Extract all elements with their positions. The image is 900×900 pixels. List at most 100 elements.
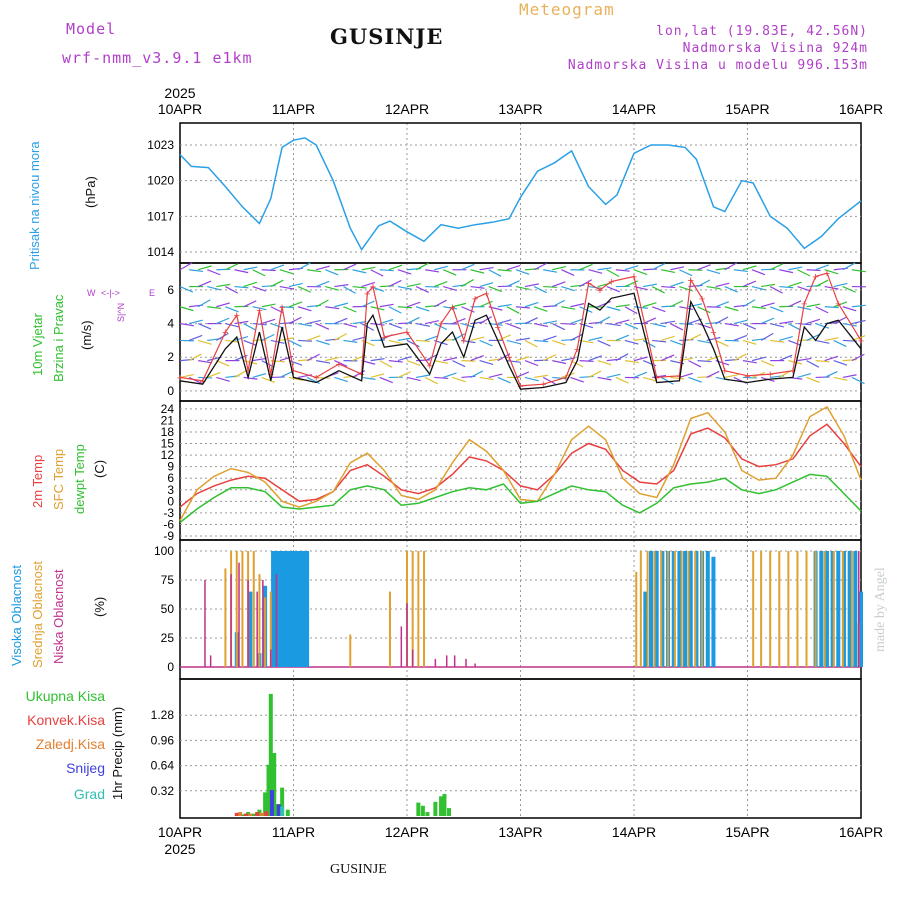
wind-arrow (788, 339, 802, 346)
mid-cloud-bar (235, 551, 238, 667)
wind-arrow (552, 281, 566, 288)
wind-arrow (497, 376, 511, 384)
wind-arrow (642, 283, 657, 288)
wind-arrow (815, 339, 830, 344)
top-date-label: 13APR (498, 101, 542, 117)
wind-arrow (597, 300, 611, 308)
wind-arrow (443, 357, 458, 362)
wind-arrow (270, 264, 285, 271)
precip-total-bar (442, 793, 447, 816)
wind-arrow (524, 317, 538, 325)
high-cloud-bar (836, 551, 841, 667)
high-cloud-bar (277, 551, 282, 667)
wind-gust-marker: + (790, 366, 796, 378)
high-cloud-bar (654, 551, 659, 667)
wind-arrow (334, 376, 348, 383)
wind-arrow (561, 322, 576, 325)
wind-arrow (624, 306, 638, 315)
wind-arrow (397, 371, 411, 378)
wind-arrow (461, 279, 474, 288)
wind-arrow (515, 285, 530, 291)
mid-cloud-bar (264, 597, 267, 667)
wind-arrow (316, 376, 331, 379)
wind-arrow (188, 376, 203, 384)
wind-arrow (797, 306, 812, 311)
wind-arrow (479, 376, 494, 381)
wind-arrow (325, 285, 339, 291)
wind-arrow (652, 339, 667, 343)
wind-arrow (624, 323, 639, 330)
wind-arrow (788, 360, 803, 365)
wind-arrow (288, 301, 303, 308)
wind-arrow (742, 339, 757, 345)
wind-arrow (524, 376, 539, 382)
wind-arrow (361, 300, 375, 308)
wind-gust-marker: + (653, 372, 659, 384)
wind-gust-marker: + (744, 371, 750, 383)
wind-arrow (579, 279, 593, 288)
wind-arrow (679, 322, 694, 326)
wind-arrow (760, 360, 775, 367)
wind-arrow (315, 323, 330, 330)
footer-station: GUSINJE (330, 862, 387, 877)
wind-arrow (225, 286, 239, 294)
wind-arrow (198, 360, 213, 364)
wind-arrow (189, 269, 204, 273)
precip-freezing-bar (238, 812, 243, 816)
temperature-tick-label: 3 (167, 483, 174, 497)
wind-arrow (197, 299, 211, 308)
wind-arrow (588, 370, 602, 378)
wind-arrow (806, 269, 821, 272)
wind-arrow (733, 319, 748, 325)
wind-arrow (679, 339, 694, 342)
wind-arrow (416, 339, 431, 342)
wind-arrow (316, 360, 331, 364)
precip-total-bar (446, 808, 451, 816)
wind-arrow (561, 306, 576, 310)
wind-gust-marker: + (483, 288, 489, 300)
wind-arrow (334, 302, 349, 308)
wind-arrow (234, 320, 249, 325)
legend-graupel: Grad (73, 786, 105, 802)
wind-arrow (415, 322, 430, 327)
wind-arrow (479, 316, 493, 325)
wind-arrow (279, 285, 294, 290)
wind-arrow (552, 299, 566, 308)
wind-arrow (797, 322, 812, 326)
model-elevation-label: Nadmorska Visina u modelu 996.153m (567, 58, 868, 73)
wind-arrow (779, 269, 794, 274)
pressure-tick-label: 1014 (147, 245, 174, 259)
wind-arrow (424, 376, 438, 385)
wind-arrow (742, 323, 757, 330)
wind-gust-marker: + (631, 271, 637, 283)
wind-arrow (570, 303, 585, 308)
wind-arrow (361, 266, 376, 271)
precip-tick-label: 1.28 (151, 708, 175, 722)
wind-arrow (297, 306, 312, 312)
wind-arrow (715, 301, 730, 308)
wind-arrow (488, 286, 503, 293)
wind-arrow (824, 285, 839, 290)
wind-arrow (288, 282, 303, 288)
pressure-tick-label: 1023 (147, 138, 174, 152)
wind-gust-marker: + (517, 381, 523, 393)
high-cloud-bar (671, 551, 676, 667)
wind-arrow (243, 266, 258, 271)
wind-arrow (325, 306, 340, 310)
precip-total-bar (433, 801, 438, 816)
product-title: Meteogram (519, 0, 615, 19)
wind-arrow (833, 282, 848, 288)
pressure-tick-label: 1017 (147, 209, 174, 223)
wind-arrow (706, 355, 721, 362)
wind-gust-marker: + (461, 335, 467, 347)
wind-arrow (824, 306, 839, 309)
wind-arrow (642, 302, 657, 308)
low-cloud-bar (465, 658, 467, 667)
wind-arrow (606, 286, 620, 293)
wind-arrow (379, 269, 394, 272)
wind-arrow (288, 339, 302, 348)
mid-cloud-bar (823, 551, 826, 667)
wind-arrow (306, 319, 321, 325)
wind-arrow (515, 337, 530, 342)
